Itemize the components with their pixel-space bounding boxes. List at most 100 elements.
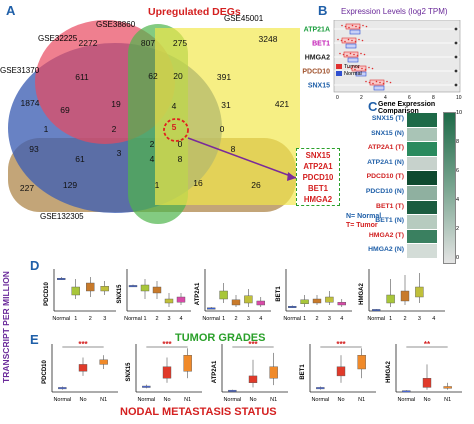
expression-axis-tick: 0 (336, 95, 339, 100)
expression-point (348, 26, 350, 29)
boxplot-box (231, 299, 241, 306)
expression-point (354, 40, 357, 43)
venn-set-gse45001 (155, 28, 300, 205)
boxplot-category-label: No (249, 397, 256, 403)
boxplot-box (140, 284, 150, 292)
boxplot-box (372, 309, 381, 312)
boxplot-box (142, 385, 151, 388)
venn-count: 93 (29, 144, 39, 154)
tumor-grades-title: TUMOR GRADES (175, 332, 266, 344)
boxplot-svg: ATP2A1 Normal No N1 *** (212, 340, 288, 403)
boxplot-box (400, 290, 410, 302)
expression-point (361, 39, 364, 42)
expression-point (362, 24, 364, 27)
boxplot-box (219, 290, 228, 300)
boxplot-box (415, 286, 424, 298)
significance-stars: *** (162, 340, 172, 349)
venn-highlight-circle (163, 118, 189, 142)
boxplot-category-label: No (79, 397, 86, 403)
boxplot-box (228, 389, 237, 392)
expression-box-normal (345, 43, 357, 49)
boxplot-box (248, 375, 258, 384)
boxplot-svg: SNX15 Normal 1 2 3 4 (117, 269, 191, 322)
boxplot-box (176, 296, 186, 303)
expression-point (337, 38, 339, 41)
boxplot-box (386, 294, 395, 304)
expression-point (344, 25, 347, 28)
heatmap-cell (407, 186, 437, 201)
venn-count: 807 (140, 38, 156, 48)
heatmap-row-label: BET1 (N) (375, 217, 404, 225)
boxplot-category-label: Normal (202, 316, 220, 322)
venn-label-gse32225: GSE32225 (38, 34, 78, 43)
venn-diagram (8, 20, 300, 224)
expression-box-normal (355, 71, 367, 77)
expression-point (350, 67, 353, 70)
boxplot-category-label: No (163, 397, 170, 403)
boxplot-gene-label: BET1 (300, 364, 306, 380)
gene-label: BET1 (308, 184, 328, 193)
y-axis-label: TRANSCRIPT PER MILLION (1, 271, 11, 383)
panel-d-letter: D (30, 258, 40, 273)
colorbar (443, 112, 456, 264)
boxplot-box (162, 366, 172, 379)
gene-label: ATP2A1 (303, 162, 333, 171)
boxplot-category-label: 1 (143, 316, 146, 322)
gene-label: PDCD10 (302, 173, 334, 182)
boxplot-category-label: No (423, 397, 430, 403)
expression-marker (454, 41, 458, 45)
boxplot-box (325, 296, 334, 303)
panel-b-letter: B (318, 3, 328, 18)
venn-count: 0 (177, 139, 183, 149)
boxplot-svg: ATP2A1 Normal 1 2 3 4 (195, 269, 271, 322)
boxplot-svg: HMGA2 Normal No N1 ** (386, 340, 462, 403)
expression-point (375, 80, 378, 83)
heatmap-cell (407, 215, 437, 230)
boxplot-gene-label: BET1 (276, 286, 282, 302)
boxplot-category-label: Normal (223, 397, 241, 403)
boxplot-category-label: Normal (124, 316, 142, 322)
significance-stars: ** (424, 340, 431, 349)
heatmap-row-label: SNX15 (T) (371, 115, 404, 122)
colorbar-tick: 4 (456, 197, 460, 203)
boxplot-panel: PDCD10 Normal 1 2 3 (40, 265, 118, 323)
expression-point (365, 80, 367, 83)
gene-label: HMGA2 (303, 195, 333, 204)
heatmap-cell (407, 113, 437, 128)
boxplot-box (312, 298, 322, 304)
venn-count: 2 (111, 124, 117, 134)
expression-point (344, 40, 346, 43)
boxplot-panel: BET1 Normal 1 2 3 4 (272, 265, 354, 323)
boxplot-panel: ATP2A1 Normal No N1 *** (208, 340, 290, 404)
significance-stars: *** (78, 340, 88, 349)
expression-point (342, 53, 345, 56)
expression-marker (454, 83, 458, 87)
expression-point (356, 54, 359, 57)
boxplot-category-label: 2 (234, 316, 237, 322)
boxplot-category-label: Normal (137, 397, 155, 403)
expression-point (354, 68, 356, 71)
panel-c-letter: C (368, 99, 378, 114)
boxplot-category-label: 3 (247, 316, 250, 322)
boxplot-category-label: 1 (222, 316, 225, 322)
boxplot-box (152, 286, 162, 294)
venn-count: 275 (172, 38, 188, 48)
boxplot-category-label: N1 (358, 397, 365, 403)
expression-box-tumor (345, 23, 361, 30)
venn-count: 31 (221, 100, 231, 110)
expression-point (341, 24, 343, 27)
expression-point (358, 26, 361, 29)
boxplot-category-label: 3 (418, 316, 421, 322)
boxplot-box (164, 298, 174, 304)
expression-point (368, 66, 370, 69)
expression-point (353, 53, 355, 56)
boxplot-svg: HMGA2 Normal 1 2 3 4 (359, 269, 445, 322)
boxplot-box (71, 286, 80, 296)
boxplot-box (100, 286, 109, 292)
venn-count: 611 (75, 72, 89, 82)
boxplot-box (99, 359, 108, 365)
venn-highlight-arrow (187, 137, 297, 179)
boxplot-gene-label: PDCD10 (44, 282, 50, 306)
expression-gene-label: HMGA2 (305, 55, 330, 62)
expression-box-tumor (343, 51, 359, 58)
